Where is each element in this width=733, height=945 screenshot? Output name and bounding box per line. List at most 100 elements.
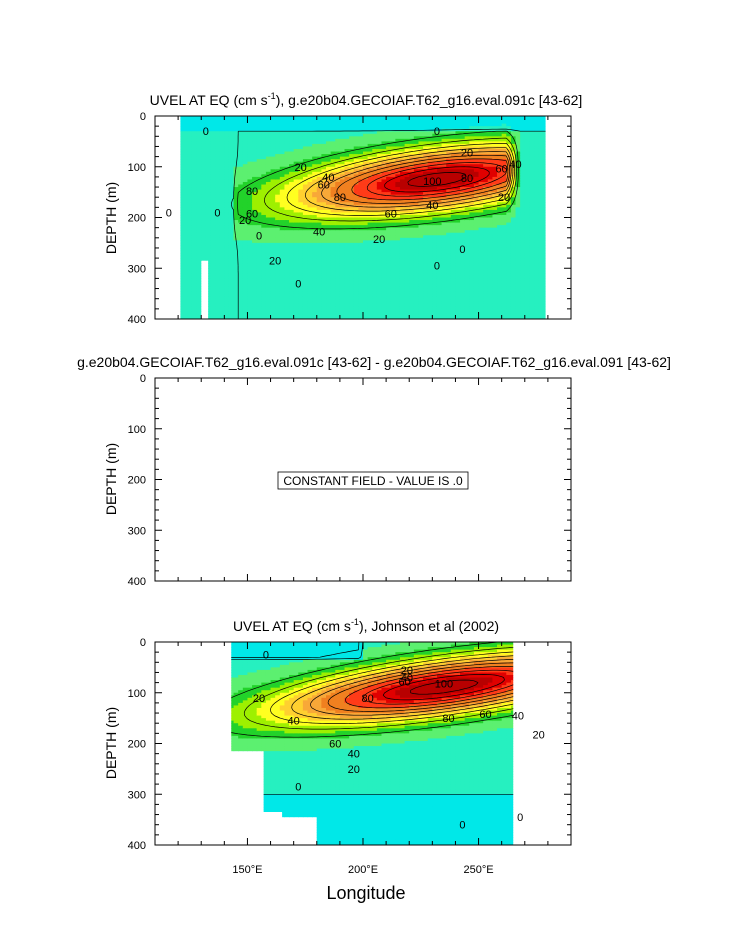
field-cell	[413, 138, 420, 142]
field-cell	[307, 199, 313, 203]
field-cell	[302, 189, 309, 193]
field-cell	[316, 247, 322, 252]
field-cell	[265, 313, 272, 318]
field-cell	[219, 118, 225, 122]
field-cell	[228, 301, 235, 305]
field-cell	[363, 189, 369, 193]
field-cell	[353, 151, 359, 155]
field-cell	[307, 278, 313, 282]
field-cell	[233, 242, 239, 247]
field-cell	[386, 151, 392, 155]
field-cell	[363, 192, 369, 196]
field-cell	[335, 131, 341, 135]
field-cell	[404, 164, 410, 168]
field-cell	[196, 255, 202, 259]
field-cell	[252, 184, 258, 188]
field-cell	[164, 172, 169, 175]
field-cell	[215, 143, 221, 148]
field-cell	[335, 174, 341, 178]
field-cell	[344, 141, 350, 145]
field-cell	[376, 214, 383, 219]
field-cell	[191, 311, 198, 315]
field-cell	[395, 121, 401, 125]
field-cell	[180, 126, 184, 130]
field-cell	[233, 171, 239, 175]
field-cell	[302, 143, 309, 148]
field-cell	[418, 291, 424, 295]
field-cell	[210, 227, 216, 231]
field-cell	[289, 136, 295, 140]
field-cell	[436, 181, 443, 186]
field-cell	[339, 184, 346, 188]
field-cell	[404, 296, 410, 300]
field-cell	[228, 184, 235, 188]
field-cell	[312, 230, 318, 234]
field-cell	[160, 263, 165, 266]
field-cell	[252, 154, 258, 158]
field-cell	[349, 298, 355, 302]
field-cell	[279, 306, 286, 310]
field-cell	[399, 192, 406, 196]
field-cell	[210, 187, 216, 191]
field-cell	[298, 126, 304, 130]
field-cell	[349, 225, 355, 229]
field-cell	[289, 189, 295, 193]
field-cell	[386, 212, 392, 216]
field-cell	[390, 189, 396, 193]
field-cell	[335, 255, 341, 259]
field-cell	[312, 217, 318, 221]
field-cell	[363, 181, 369, 186]
field-cell	[413, 131, 420, 135]
field-cell	[242, 123, 249, 127]
field-cell	[390, 247, 396, 252]
field-cell	[160, 309, 165, 312]
field-cell	[242, 306, 249, 310]
field-cell	[302, 207, 309, 211]
field-cell	[344, 212, 350, 216]
field-cell	[381, 184, 387, 188]
field-cell	[210, 268, 216, 272]
field-cell	[169, 306, 174, 309]
field-cell	[270, 253, 276, 257]
field-cell	[409, 204, 415, 208]
field-cell	[413, 126, 420, 130]
field-cell	[173, 256, 178, 259]
field-cell	[182, 148, 188, 153]
field-cell	[196, 250, 202, 254]
field-cell	[201, 220, 207, 224]
field-cell	[252, 270, 258, 274]
field-cell	[247, 268, 253, 272]
field-cell	[228, 291, 235, 295]
field-cell	[261, 116, 267, 120]
field-cell	[330, 230, 336, 234]
field-cell	[270, 194, 276, 198]
field-cell	[423, 235, 429, 239]
field-cell	[242, 278, 249, 282]
field-cell	[353, 273, 359, 277]
field-cell	[432, 209, 438, 214]
field-cell	[427, 212, 433, 216]
field-cell	[265, 212, 272, 216]
field-cell	[256, 199, 262, 203]
field-cell	[219, 194, 225, 198]
field-cell	[293, 194, 299, 198]
field-cell	[302, 230, 309, 234]
field-cell	[298, 141, 304, 145]
field-cell	[436, 245, 443, 249]
field-cell	[326, 293, 332, 297]
field-cell	[302, 240, 309, 244]
field-cell	[372, 126, 378, 130]
field-cell	[180, 280, 184, 285]
field-cell	[247, 308, 253, 312]
field-cell	[409, 171, 415, 175]
field-cell	[358, 268, 364, 272]
field-cell	[321, 209, 327, 214]
field-cell	[436, 161, 443, 165]
field-cell	[344, 232, 350, 236]
field-cell	[321, 301, 327, 305]
field-cell	[381, 225, 387, 229]
field-cell	[363, 296, 369, 300]
field-cell	[242, 280, 249, 285]
field-cell	[349, 166, 355, 170]
field-cell	[256, 250, 262, 254]
